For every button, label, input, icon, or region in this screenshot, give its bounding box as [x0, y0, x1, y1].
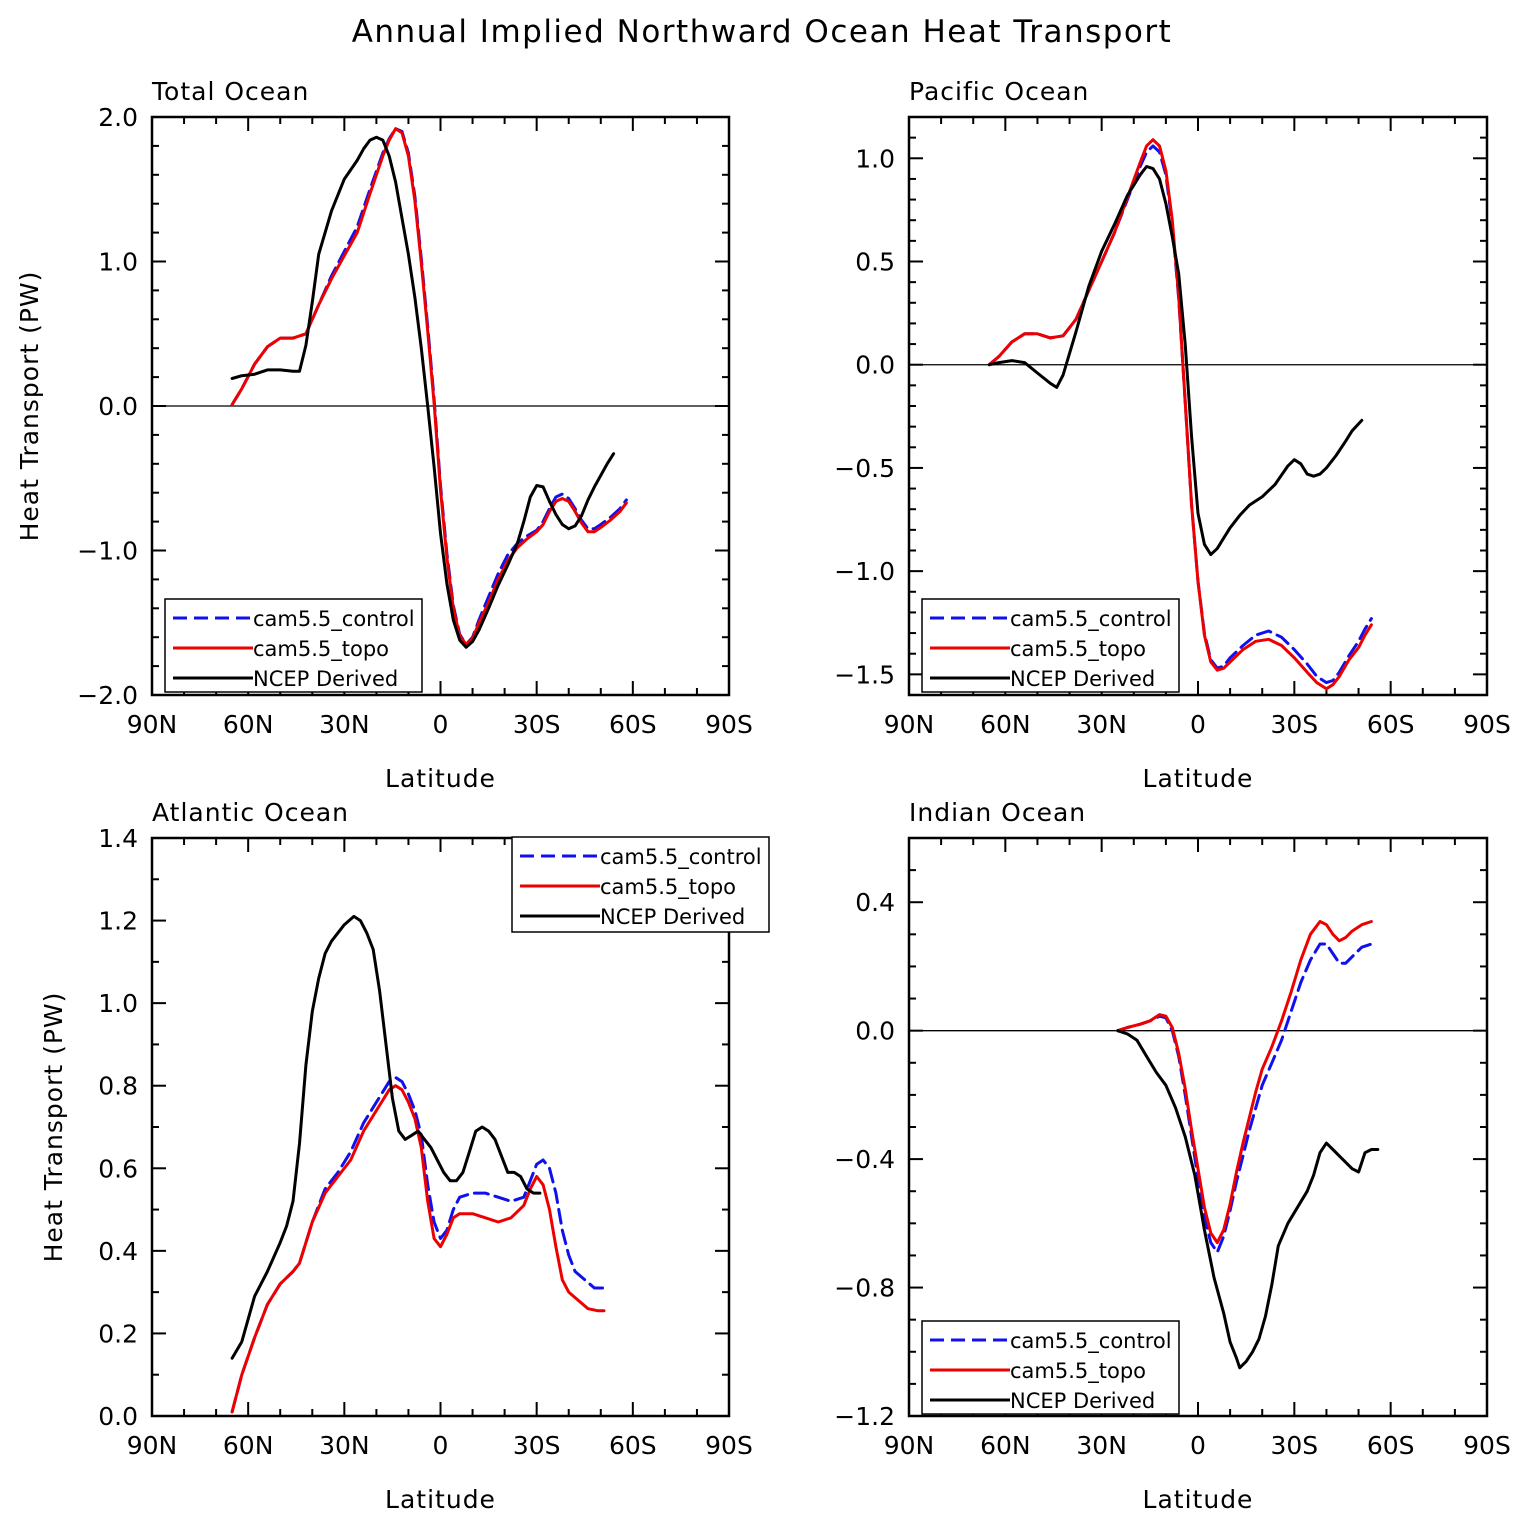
series-line-cam5-5-control	[1116, 942, 1373, 1254]
legend-label-cam5-5-control: cam5.5_control	[253, 607, 415, 632]
series-line-cam5-5-topo	[987, 138, 1373, 691]
x-tick-label: 90S	[1463, 710, 1511, 739]
x-tick-label: 90N	[884, 1431, 935, 1460]
legend-label-cam5-5-topo: cam5.5_topo	[1010, 637, 1146, 662]
y-tick-label: −0.5	[834, 454, 895, 483]
x-tick-label: 60S	[609, 710, 657, 739]
y-tick-label: 0.0	[855, 351, 895, 380]
y-tick-label: 0.4	[855, 888, 895, 917]
y-tick-label: 2.0	[98, 103, 138, 132]
plot-frame	[150, 115, 731, 697]
x-axis-label: Latitude	[1143, 1485, 1254, 1514]
y-axis-label: Heat Transport (PW)	[15, 271, 44, 542]
legend: cam5.5_control cam5.5_topo NCEP Derived	[164, 598, 423, 693]
x-tick-label: 30S	[1270, 710, 1318, 739]
y-tick-label: 1.0	[98, 248, 138, 277]
panel-total-ocean: Total Ocean 90N 60N 30N 0 30S 60S 90S −2.0 −1.0 0.…	[15, 77, 753, 793]
x-tick-label: 90N	[127, 710, 178, 739]
x-axis-label: Latitude	[385, 1485, 496, 1514]
x-tick-label: 0	[433, 710, 449, 739]
series-line-ncep-derived	[1116, 1029, 1380, 1370]
y-tick-label: 1.4	[98, 824, 138, 853]
x-tick-label: 60N	[223, 710, 274, 739]
x-axis-label: Latitude	[1143, 764, 1254, 793]
legend: cam5.5_control cam5.5_topo NCEP Derived	[921, 598, 1180, 693]
y-tick-label: 1.2	[98, 907, 138, 936]
y-tick-label: −0.8	[834, 1274, 895, 1303]
x-tick-label: 30S	[513, 710, 561, 739]
x-tick-label: 30S	[1270, 1431, 1318, 1460]
legend-label-cam5-5-control: cam5.5_control	[1010, 1329, 1172, 1354]
x-tick-label: 60N	[223, 1431, 274, 1460]
x-tick-label: 60N	[980, 710, 1031, 739]
panel-indian-ocean: Indian Ocean 90N 60N 30N 0 30S 60S 90S −1.2 −0.8 −…	[834, 798, 1511, 1514]
x-tick-label: 60S	[1367, 1431, 1415, 1460]
panel-title: Total Ocean	[151, 77, 309, 106]
legend-label-cam5-5-topo: cam5.5_topo	[253, 637, 389, 662]
x-tick-label: 30N	[1076, 710, 1127, 739]
plot-frame	[907, 115, 1489, 697]
y-tick-label: −2.0	[77, 681, 138, 710]
x-tick-label: 90S	[705, 1431, 753, 1460]
y-tick-label: 0.8	[98, 1072, 138, 1101]
figure-title: Annual Implied Northward Ocean Heat Tran…	[351, 14, 1173, 50]
panel-title: Indian Ocean	[909, 798, 1086, 827]
x-tick-label: 0	[1190, 1431, 1206, 1460]
y-tick-label: 1.0	[855, 144, 895, 173]
x-axis-label: Latitude	[385, 764, 496, 793]
plot-frame	[907, 836, 1489, 1418]
series-line-ncep-derived	[230, 135, 616, 649]
y-tick-label: 0.5	[855, 248, 895, 277]
x-tick-label: 90S	[705, 710, 753, 739]
y-tick-label: −1.2	[834, 1402, 895, 1431]
y-tick-label: 0.4	[98, 1237, 138, 1266]
x-tick-label: 0	[1190, 710, 1206, 739]
x-tick-label: 30N	[1076, 1431, 1127, 1460]
legend-label-ncep-derived: NCEP Derived	[1010, 667, 1155, 691]
panel-title: Pacific Ocean	[909, 77, 1089, 106]
y-tick-label: −1.5	[834, 660, 895, 689]
panel-title: Atlantic Ocean	[152, 798, 349, 827]
plot-frame	[150, 836, 731, 1418]
legend-label-cam5-5-topo: cam5.5_topo	[600, 875, 736, 900]
y-tick-label: 1.0	[98, 989, 138, 1018]
x-tick-label: 30S	[513, 1431, 561, 1460]
y-tick-label: 0.0	[98, 1402, 138, 1431]
x-tick-label: 30N	[319, 710, 370, 739]
legend: cam5.5_control cam5.5_topo NCEP Derived	[921, 1320, 1180, 1415]
legend-label-ncep-derived: NCEP Derived	[1010, 1389, 1155, 1413]
x-tick-label: 30N	[319, 1431, 370, 1460]
legend-label-ncep-derived: NCEP Derived	[600, 905, 745, 929]
y-tick-label: 0.0	[98, 392, 138, 421]
y-tick-label: −0.4	[834, 1145, 895, 1174]
y-tick-label: −1.0	[77, 537, 138, 566]
y-tick-label: 0.6	[98, 1154, 138, 1183]
series-line-ncep-derived	[230, 914, 542, 1360]
series-line-cam5-5-topo	[230, 127, 628, 646]
legend-label-ncep-derived: NCEP Derived	[253, 667, 398, 691]
series-line-cam5-5-topo	[230, 1084, 606, 1414]
panel-pacific-ocean: Pacific Ocean 90N 60N 30N 0 30S 60S 90S −1.5 −1.0…	[834, 77, 1511, 793]
legend-label-cam5-5-topo: cam5.5_topo	[1010, 1359, 1146, 1384]
series-line-ncep-derived	[987, 165, 1364, 557]
legend: cam5.5_control cam5.5_topo NCEP Derived	[511, 836, 770, 933]
x-tick-label: 60S	[609, 1431, 657, 1460]
y-axis-label: Heat Transport (PW)	[39, 992, 68, 1263]
x-tick-label: 0	[433, 1431, 449, 1460]
y-tick-label: 0.0	[855, 1017, 895, 1046]
y-tick-label: 0.2	[98, 1319, 138, 1348]
series-line-cam5-5-control	[230, 127, 628, 646]
panel-atlantic-ocean: Atlantic Ocean 90N 60N 30N 0 30S 60S 90S 0.0 0.2 0…	[39, 798, 770, 1514]
legend-label-cam5-5-control: cam5.5_control	[600, 845, 762, 870]
series-line-cam5-5-topo	[1116, 920, 1373, 1245]
x-tick-label: 90N	[127, 1431, 178, 1460]
x-tick-label: 90S	[1463, 1431, 1511, 1460]
legend-label-cam5-5-control: cam5.5_control	[1010, 607, 1172, 632]
x-tick-label: 60S	[1367, 710, 1415, 739]
x-tick-label: 90N	[884, 710, 935, 739]
y-tick-label: −1.0	[834, 557, 895, 586]
x-tick-label: 60N	[980, 1431, 1031, 1460]
